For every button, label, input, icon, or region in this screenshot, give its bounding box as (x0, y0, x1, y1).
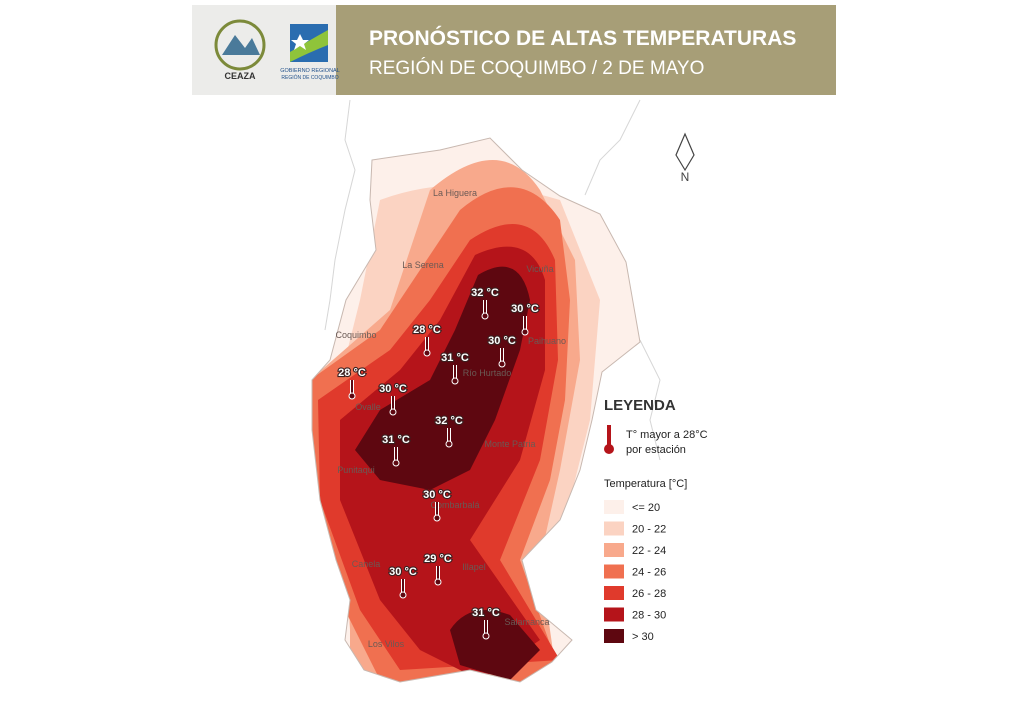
gore-star (291, 34, 309, 50)
station-label: 31 °C (441, 352, 469, 364)
legend-swatch (604, 586, 624, 600)
thermometer-bulb (521, 328, 529, 336)
logo-text: CEAZA (225, 71, 256, 81)
thermometer-bulb (434, 578, 442, 586)
thermometer-bulb (392, 459, 400, 467)
station-label: 31 °C (472, 607, 500, 619)
legend-label: 20 - 22 (632, 524, 666, 536)
legend-label: > 30 (632, 631, 654, 643)
legend-scale-title: Temperatura [°C] (604, 478, 687, 490)
thermometer-bulb (423, 349, 431, 357)
station-label: 30 °C (488, 335, 516, 347)
place-label: Río Hurtado (463, 368, 512, 378)
legend-label: 28 - 30 (632, 610, 666, 622)
legend-title: LEYENDA (604, 397, 676, 414)
place-label: Paihuano (528, 336, 566, 346)
station-label: 30 °C (423, 489, 451, 501)
station-label: 30 °C (389, 566, 417, 578)
thermometer-bulb (481, 312, 489, 320)
thermometer-bulb (445, 440, 453, 448)
north-arrow (675, 132, 695, 172)
legend-note: T° mayor a 28°C (626, 429, 708, 441)
station-label: 32 °C (435, 415, 463, 427)
station-label: 29 °C (424, 553, 452, 565)
temperature-zone (450, 610, 540, 680)
logo-text: REGIÓN DE COQUIMBO (281, 74, 338, 81)
place-label: Vicuña (526, 264, 553, 274)
legend-swatch (604, 629, 624, 643)
thermometer-bulb (498, 360, 506, 368)
title-band (336, 5, 836, 95)
place-label: La Higuera (433, 188, 477, 198)
place-label: Punitaqui (337, 465, 375, 475)
place-label: Ovalle (355, 402, 381, 412)
place-label: Monte Patria (484, 439, 535, 449)
station-label: 28 °C (338, 367, 366, 379)
thermometer-bulb (399, 591, 407, 599)
legend-label: 22 - 24 (632, 545, 666, 557)
legend-swatch (604, 521, 624, 536)
neighbor-borders (324, 99, 661, 461)
station-label: 31 °C (382, 434, 410, 446)
legend-swatch (604, 564, 624, 579)
legend-label: 26 - 28 (632, 588, 666, 600)
gore-logo-mark (290, 30, 328, 62)
station-label: 28 °C (413, 324, 441, 336)
legend-note: por estación (626, 444, 686, 456)
legend-label: 24 - 26 (632, 567, 666, 579)
station-label: 32 °C (471, 287, 499, 299)
subtitle: REGIÓN DE COQUIMBO / 2 DE MAYO (369, 57, 704, 79)
place-label: La Serena (402, 260, 444, 270)
station-label: 30 °C (511, 303, 539, 315)
thermometer-bulb (482, 632, 490, 640)
ceaza-logo-mark (222, 35, 260, 55)
ceaza-logo (214, 19, 266, 71)
thermometer-bulb (433, 514, 441, 522)
station-label: 30 °C (379, 383, 407, 395)
legend-label: <= 20 (632, 502, 660, 514)
title: PRONÓSTICO DE ALTAS TEMPERATURAS (369, 26, 796, 50)
thermometer-bulb (389, 408, 397, 416)
temperature-zone (355, 266, 530, 490)
legend-swatch (604, 500, 624, 514)
legend-swatch (604, 543, 624, 557)
legend-swatch (604, 607, 624, 622)
temperature-zones (312, 138, 640, 682)
place-label: Los Vilos (368, 639, 405, 649)
place-label: Salamanca (504, 617, 549, 627)
place-label: Combarbalá (430, 500, 479, 510)
place-label: Illapel (462, 562, 486, 572)
thermometer-bulb (451, 377, 459, 385)
north-label: N (681, 170, 690, 184)
logo-text: GOBIERNO REGIONAL (280, 68, 340, 74)
legend-thermometer-bulb (604, 444, 614, 454)
place-label: Coquimbo (335, 330, 376, 340)
place-label: Canela (352, 559, 381, 569)
thermometer-bulb (348, 392, 356, 400)
